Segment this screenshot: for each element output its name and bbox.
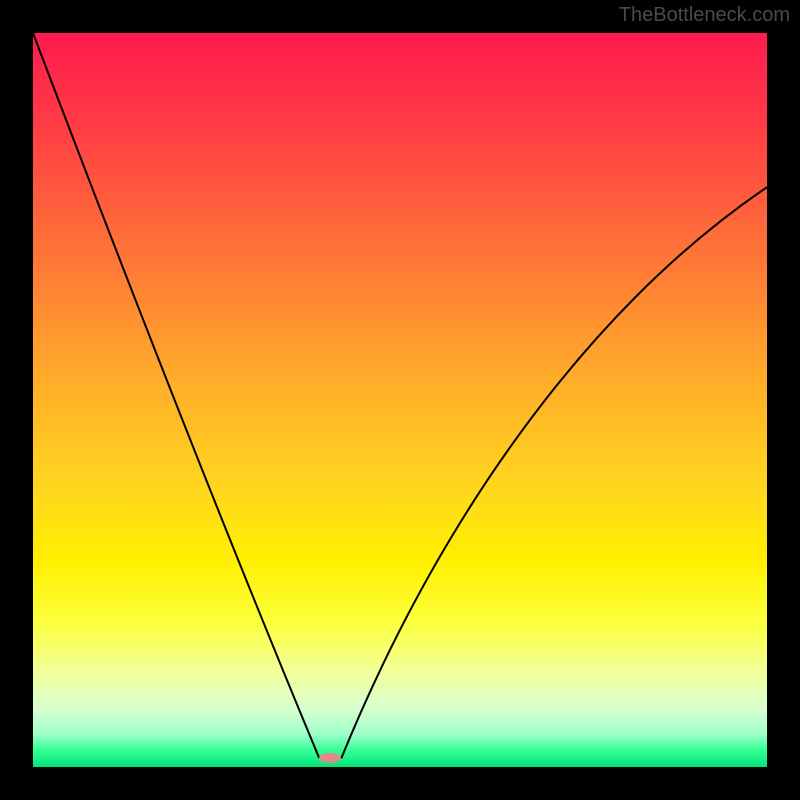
watermark-text: TheBottleneck.com [619, 4, 790, 27]
chart-frame [33, 33, 767, 767]
curve-right-branch [341, 187, 767, 758]
chart-plot-area [33, 33, 767, 767]
curve-left-branch [33, 33, 319, 758]
bottleneck-curve [33, 33, 767, 767]
